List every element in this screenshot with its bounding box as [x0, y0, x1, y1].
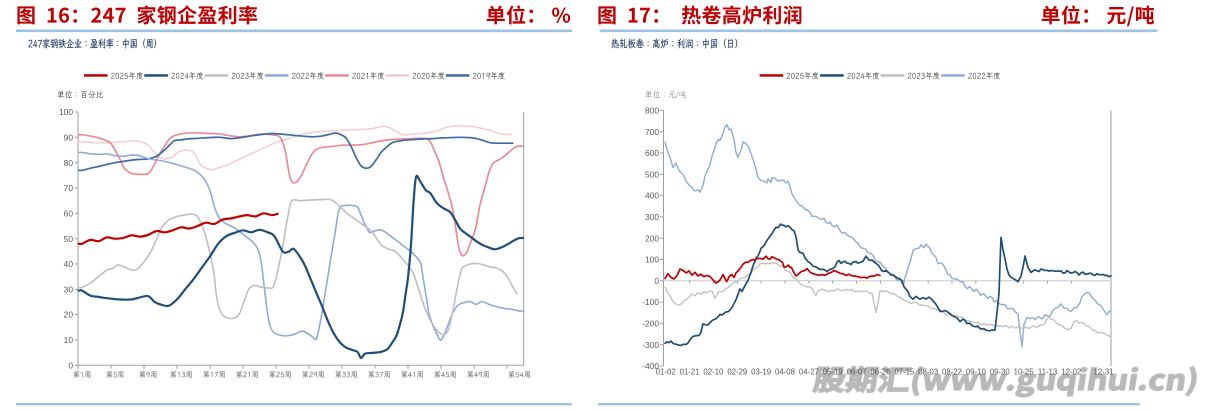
svg-text:02-10: 02-10 [703, 368, 724, 377]
svg-text:01-21: 01-21 [680, 368, 700, 377]
svg-text:800: 800 [645, 106, 659, 116]
svg-text:200: 200 [645, 233, 659, 243]
svg-text:02-29: 02-29 [727, 368, 747, 377]
svg-text:60: 60 [64, 208, 74, 218]
svg-text:12-02: 12-02 [1061, 368, 1081, 377]
svg-text:09-10: 09-10 [966, 368, 987, 377]
svg-text:09-30: 09-30 [990, 368, 1011, 377]
svg-text:100: 100 [645, 255, 659, 265]
svg-text:-100: -100 [642, 297, 659, 307]
svg-text:700: 700 [645, 127, 659, 137]
svg-text:06-07: 06-07 [847, 368, 867, 377]
svg-text:40: 40 [64, 259, 74, 269]
svg-text:-200: -200 [642, 319, 659, 329]
svg-text:400: 400 [645, 191, 659, 201]
svg-text:90: 90 [64, 132, 74, 142]
svg-text:-400: -400 [642, 361, 659, 371]
svg-text:12-31: 12-31 [1094, 368, 1114, 377]
svg-text:06-26: 06-26 [870, 368, 890, 377]
svg-text:07-15: 07-15 [894, 368, 915, 377]
svg-text:04-27: 04-27 [799, 368, 819, 377]
svg-text:500: 500 [645, 169, 659, 179]
svg-text:0: 0 [654, 276, 659, 286]
svg-text:300: 300 [645, 212, 659, 222]
svg-text:08-22: 08-22 [942, 368, 962, 377]
svg-text:10: 10 [64, 335, 74, 345]
svg-text:30: 30 [64, 284, 74, 294]
svg-text:600: 600 [645, 148, 659, 158]
svg-text:10-25: 10-25 [1014, 368, 1035, 377]
svg-text:-300: -300 [642, 340, 659, 350]
svg-text:08-03: 08-03 [918, 368, 938, 377]
svg-text:50: 50 [64, 234, 74, 244]
svg-text:05-19: 05-19 [823, 368, 843, 377]
svg-text:100: 100 [59, 107, 73, 117]
svg-text:01-02: 01-02 [656, 368, 676, 377]
svg-text:11-13: 11-13 [1038, 368, 1057, 377]
svg-text:04-08: 04-08 [775, 368, 795, 377]
svg-text:20: 20 [64, 310, 74, 320]
svg-text:0: 0 [68, 360, 73, 370]
svg-text:70: 70 [64, 183, 74, 193]
svg-text:80: 80 [64, 158, 74, 168]
svg-text:03-19: 03-19 [751, 368, 771, 377]
